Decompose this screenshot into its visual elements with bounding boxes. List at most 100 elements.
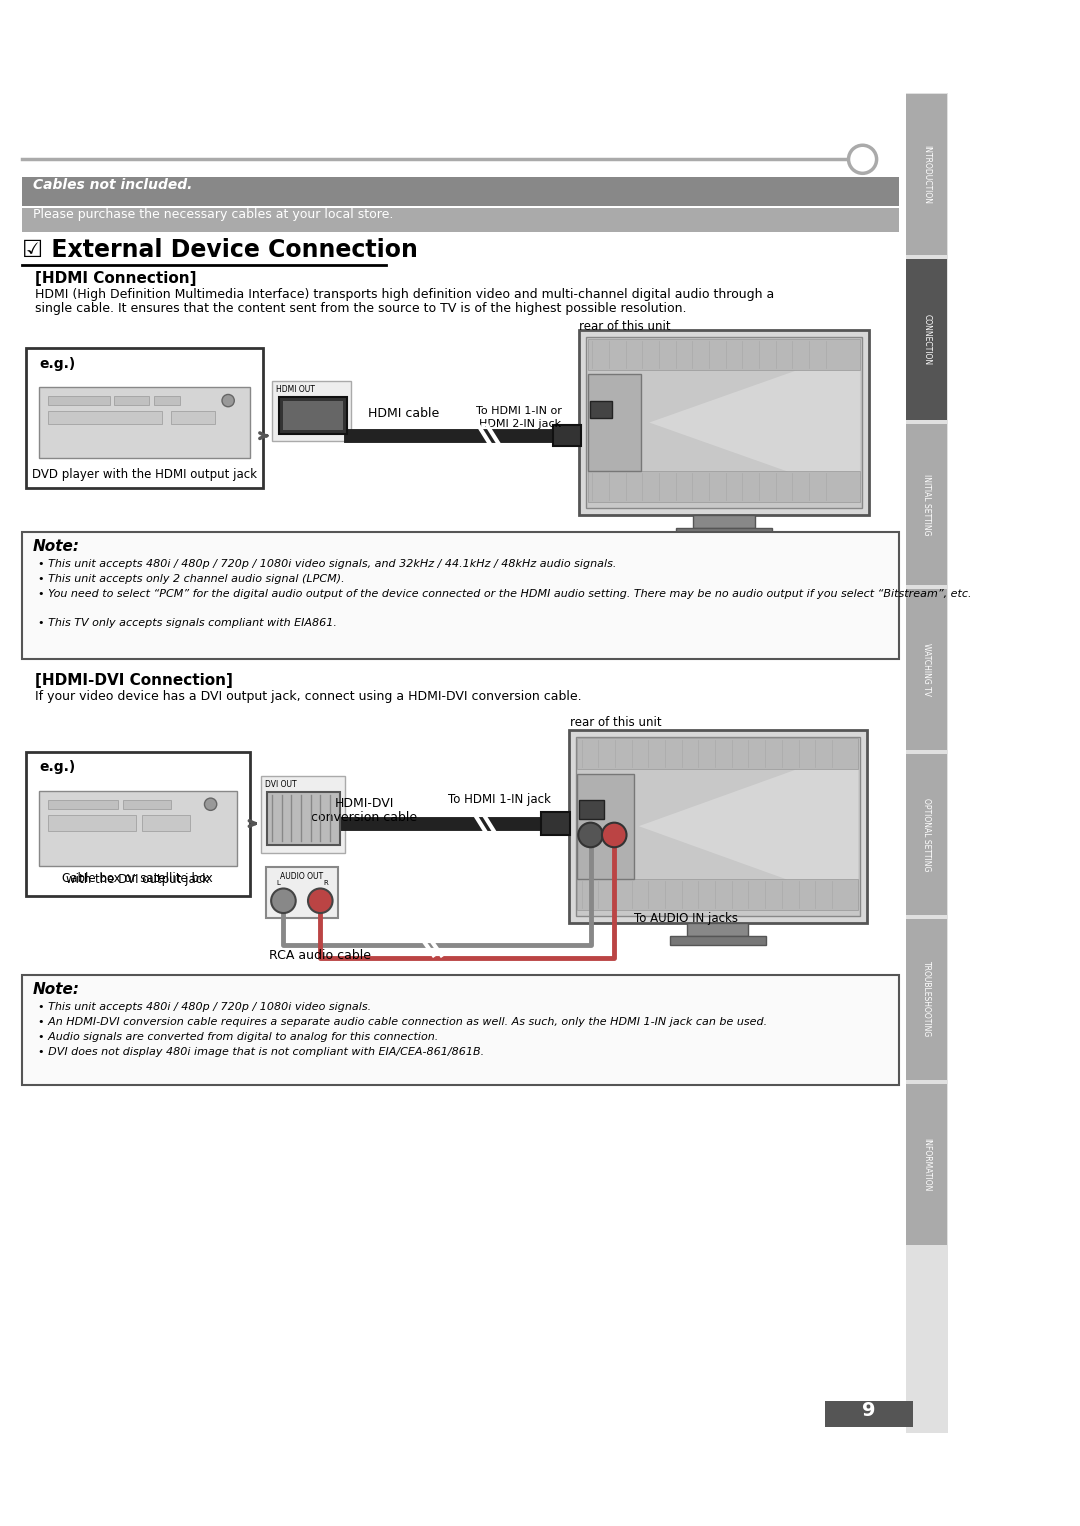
Text: CONNECTION: CONNECTION bbox=[922, 314, 931, 365]
Bar bbox=[143, 815, 190, 830]
Bar bbox=[905, 93, 947, 1433]
Text: To AUDIO IN jacks: To AUDIO IN jacks bbox=[634, 913, 739, 925]
Text: • This TV only accepts signals compliant with EIA861.: • This TV only accepts signals compliant… bbox=[38, 618, 337, 629]
Bar bbox=[670, 935, 766, 945]
Text: • Audio signals are converted from digital to analog for this connection.: • Audio signals are converted from digit… bbox=[38, 1033, 438, 1042]
Text: INTRODUCTION: INTRODUCTION bbox=[922, 145, 931, 204]
Bar bbox=[906, 259, 947, 420]
Bar bbox=[26, 752, 251, 896]
Bar bbox=[261, 777, 345, 853]
Text: If your video device has a DVI output jack, connect using a HDMI-DVI conversion : If your video device has a DVI output ja… bbox=[35, 690, 582, 703]
Bar bbox=[906, 919, 947, 1080]
Text: WATCHING TV: WATCHING TV bbox=[922, 642, 931, 696]
Bar bbox=[579, 331, 868, 514]
Circle shape bbox=[602, 823, 626, 847]
Circle shape bbox=[271, 888, 296, 913]
Text: RCA audio cable: RCA audio cable bbox=[269, 949, 372, 961]
Text: e.g.): e.g.) bbox=[40, 760, 76, 774]
Text: To HDMI 1-IN or: To HDMI 1-IN or bbox=[475, 406, 562, 417]
Bar bbox=[578, 774, 634, 879]
Bar bbox=[906, 1083, 947, 1245]
Bar bbox=[22, 975, 900, 1085]
Text: Note:: Note: bbox=[32, 539, 80, 554]
Polygon shape bbox=[283, 401, 343, 430]
Text: rear of this unit: rear of this unit bbox=[570, 717, 662, 729]
Text: HDMI (High Definition Multimedia Interface) transports high definition video and: HDMI (High Definition Multimedia Interfa… bbox=[35, 288, 774, 301]
Text: • This unit accepts 480i / 480p / 720p / 1080i video signals, and 32kHz / 44.1kH: • This unit accepts 480i / 480p / 720p /… bbox=[38, 559, 616, 569]
Bar bbox=[687, 923, 748, 935]
Text: AUDIO OUT: AUDIO OUT bbox=[281, 871, 323, 881]
Bar bbox=[588, 472, 860, 502]
Circle shape bbox=[849, 145, 877, 174]
Bar bbox=[22, 533, 900, 659]
Text: R: R bbox=[323, 879, 328, 885]
Bar bbox=[906, 424, 947, 584]
Bar bbox=[693, 514, 755, 528]
Text: To HDMI 1-IN jack: To HDMI 1-IN jack bbox=[448, 794, 551, 806]
Circle shape bbox=[308, 888, 333, 913]
Text: HDMI-DVI: HDMI-DVI bbox=[335, 797, 394, 810]
Text: with the DVI output jack: with the DVI output jack bbox=[66, 873, 210, 887]
Bar bbox=[676, 528, 772, 537]
Text: OPTIONAL SETTING: OPTIONAL SETTING bbox=[922, 798, 931, 871]
Text: DVI OUT: DVI OUT bbox=[265, 780, 297, 789]
Bar bbox=[906, 95, 947, 255]
Bar bbox=[588, 339, 860, 369]
Text: [HDMI-DVI Connection]: [HDMI-DVI Connection] bbox=[35, 673, 233, 688]
Bar bbox=[171, 410, 215, 424]
Bar bbox=[578, 739, 859, 769]
Circle shape bbox=[222, 394, 234, 407]
Bar bbox=[579, 800, 604, 819]
Bar bbox=[153, 397, 180, 404]
Bar bbox=[49, 815, 136, 830]
Bar bbox=[825, 1401, 913, 1427]
Text: INFORMATION: INFORMATION bbox=[922, 1138, 931, 1192]
Text: e.g.): e.g.) bbox=[40, 357, 76, 371]
Bar bbox=[553, 426, 581, 446]
Text: • This unit accepts only 2 channel audio signal (LPCM).: • This unit accepts only 2 channel audio… bbox=[38, 574, 345, 584]
Bar bbox=[586, 337, 862, 508]
Text: EN: EN bbox=[861, 1418, 876, 1427]
Text: 9: 9 bbox=[862, 1401, 876, 1419]
Text: Cable box or satellite box: Cable box or satellite box bbox=[63, 871, 213, 885]
Text: DVD player with the HDMI output jack: DVD player with the HDMI output jack bbox=[32, 468, 257, 481]
Text: L: L bbox=[276, 879, 280, 885]
Text: rear of this unit: rear of this unit bbox=[579, 320, 671, 333]
Bar bbox=[26, 348, 264, 488]
Polygon shape bbox=[649, 348, 860, 497]
Bar bbox=[114, 397, 149, 404]
Text: HDMI OUT: HDMI OUT bbox=[275, 385, 314, 394]
Bar bbox=[22, 177, 900, 206]
Text: INITIAL SETTING: INITIAL SETTING bbox=[922, 475, 931, 536]
Bar bbox=[123, 800, 171, 809]
Bar bbox=[578, 879, 859, 909]
Text: TROUBLESHOOTING: TROUBLESHOOTING bbox=[922, 961, 931, 1038]
Bar bbox=[22, 208, 900, 232]
Bar bbox=[568, 729, 867, 923]
Text: • This unit accepts 480i / 480p / 720p / 1080i video signals.: • This unit accepts 480i / 480p / 720p /… bbox=[38, 1001, 370, 1012]
Bar bbox=[540, 812, 570, 835]
Bar bbox=[906, 754, 947, 914]
Bar bbox=[49, 397, 110, 404]
Bar bbox=[272, 382, 351, 441]
Text: Cables not included.: Cables not included. bbox=[33, 177, 192, 192]
Bar bbox=[266, 867, 338, 919]
Bar bbox=[49, 800, 119, 809]
Bar bbox=[588, 374, 640, 472]
Bar bbox=[906, 589, 947, 749]
Circle shape bbox=[204, 798, 217, 810]
Text: conversion cable: conversion cable bbox=[311, 812, 417, 824]
Bar bbox=[40, 790, 237, 865]
Text: Please purchase the necessary cables at your local store.: Please purchase the necessary cables at … bbox=[33, 209, 394, 221]
Bar bbox=[40, 388, 251, 458]
Text: HDMI 2-IN jack: HDMI 2-IN jack bbox=[480, 418, 562, 429]
Text: • DVI does not display 480i image that is not compliant with EIA/CEA-861/861B.: • DVI does not display 480i image that i… bbox=[38, 1047, 484, 1058]
Bar bbox=[49, 410, 162, 424]
Circle shape bbox=[578, 823, 603, 847]
Bar bbox=[590, 401, 611, 418]
Text: [HDMI Connection]: [HDMI Connection] bbox=[35, 270, 197, 285]
Polygon shape bbox=[638, 748, 859, 905]
Text: Note:: Note: bbox=[32, 983, 80, 998]
Text: single cable. It ensures that the content sent from the source to TV is of the h: single cable. It ensures that the conten… bbox=[35, 302, 687, 316]
Polygon shape bbox=[279, 397, 347, 433]
